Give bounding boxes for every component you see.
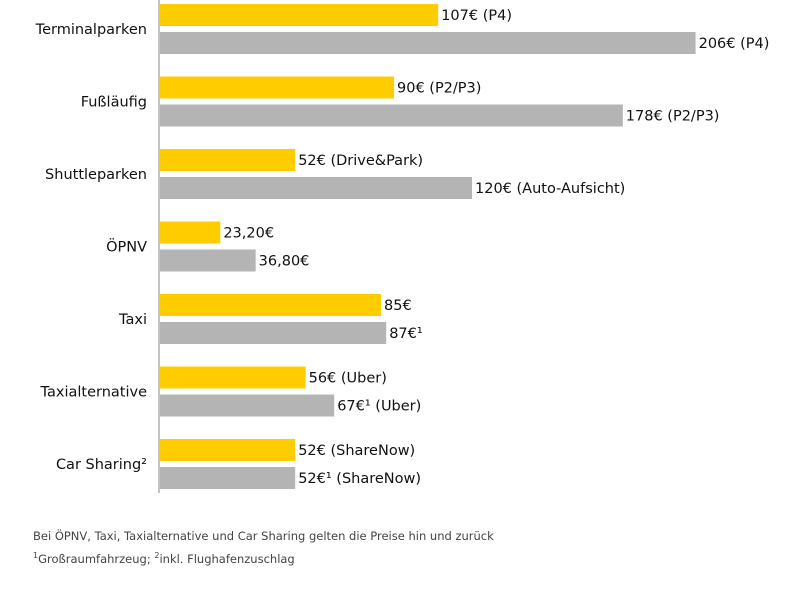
data-label: 23,20€	[223, 226, 274, 242]
data-label: 87€¹	[389, 326, 423, 342]
category-label: Fußläufig	[81, 95, 147, 111]
data-label: 178€ (P2/P3)	[626, 109, 720, 125]
bar-grey	[160, 105, 623, 127]
footnote-definitions: 1Großraumfahrzeug; 2inkl. Flughafenzusch…	[33, 551, 295, 566]
footnote-definition-2: inkl. Flughafenzuschlag	[159, 552, 294, 566]
data-label: 56€ (Uber)	[309, 371, 387, 387]
category-label: Taxialternative	[40, 385, 148, 401]
data-label: 85€	[384, 298, 412, 314]
data-label: 52€ (ShareNow)	[298, 443, 415, 459]
bar-grey	[160, 177, 472, 199]
category-label: Car Sharing²	[56, 457, 147, 473]
category-label: Terminalparken	[35, 22, 147, 38]
bar-yellow	[160, 439, 295, 461]
bar-grey	[160, 322, 386, 344]
bar-grey	[160, 467, 295, 489]
bar-yellow	[160, 222, 220, 244]
bar-yellow	[160, 4, 438, 26]
data-label: 52€ (Drive&Park)	[298, 153, 423, 169]
category-label: Taxi	[118, 312, 147, 328]
data-label: 52€¹ (ShareNow)	[298, 471, 421, 487]
bar-yellow	[160, 294, 381, 316]
bar-yellow	[160, 77, 394, 99]
data-label: 36,80€	[259, 254, 310, 270]
bar-grey	[160, 32, 696, 54]
bar-yellow	[160, 149, 295, 171]
bar-yellow	[160, 367, 306, 389]
data-label: 90€ (P2/P3)	[397, 81, 481, 97]
footnote-roundtrip: Bei ÖPNV, Taxi, Taxialternative und Car …	[33, 529, 494, 543]
footnote-definition-1: Großraumfahrzeug;	[38, 552, 154, 566]
data-label: 67€¹ (Uber)	[337, 399, 421, 415]
category-label: Shuttleparken	[45, 167, 147, 183]
data-label: 107€ (P4)	[441, 8, 512, 24]
data-label: 120€ (Auto-Aufsicht)	[475, 181, 625, 197]
footnote-roundtrip-text: Bei ÖPNV, Taxi, Taxialternative und Car …	[33, 529, 494, 543]
data-label: 206€ (P4)	[699, 36, 770, 52]
bar-grey	[160, 250, 256, 272]
category-label: ÖPNV	[106, 238, 147, 256]
bar-grey	[160, 395, 334, 417]
bar-chart: Terminalparken 107€ (P4) 206€ (P4) Fußläufi…	[0, 0, 810, 520]
